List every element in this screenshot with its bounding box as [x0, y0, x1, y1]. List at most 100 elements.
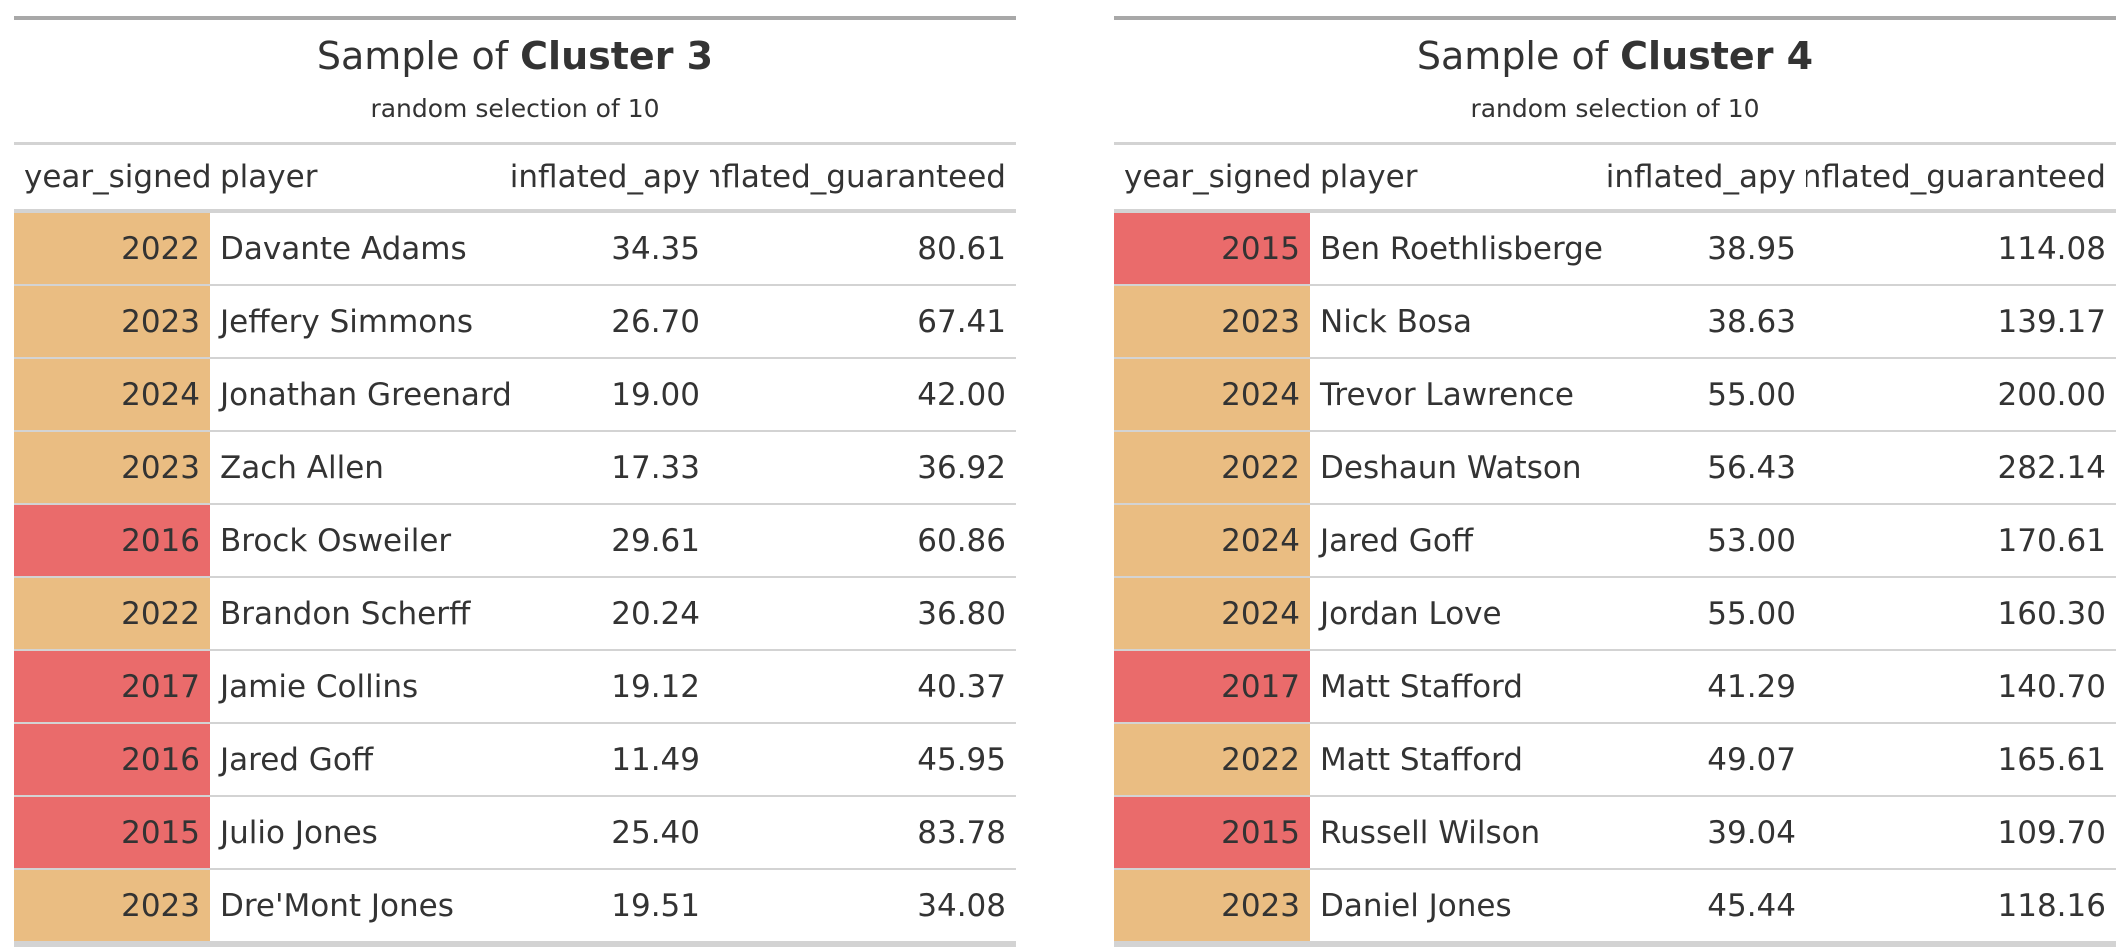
player-cell: Davante Adams	[220, 230, 467, 267]
inflated-apy-cell: 20.24	[611, 595, 700, 632]
year-signed-cell: 2015	[14, 797, 210, 868]
inflated-guaranteed-cell: 45.95	[917, 741, 1006, 778]
inflated-apy-cell: 26.70	[611, 303, 700, 340]
inflated-apy-cell: 53.00	[1707, 522, 1796, 559]
player-cell: Jeffery Simmons	[220, 303, 474, 340]
table-row: 2015 Russell Wilson 39.04 109.70	[1114, 797, 2116, 870]
player-cell: Jordan Love	[1320, 595, 1502, 632]
year-signed-cell: 2022	[1114, 432, 1310, 503]
inflated-apy-cell: 45.44	[1707, 887, 1796, 924]
table-row: 2024 Jordan Love 55.00 160.30	[1114, 578, 2116, 651]
column-header-inflated-guaranteed: inflated_guaranteed	[1806, 159, 2106, 195]
table-title: Sample of Cluster 4	[1114, 20, 2116, 92]
title-prefix: Sample of	[1416, 34, 1621, 78]
inflated-guaranteed-cell: 170.61	[1997, 522, 2106, 559]
column-header-row: year_signed player inflated_apy inflated…	[14, 145, 1016, 213]
column-header-player: player	[1320, 159, 1418, 195]
inflated-apy-cell: 55.00	[1707, 595, 1796, 632]
table-row: 2024 Jared Goff 53.00 170.61	[1114, 505, 2116, 578]
player-cell: Nick Bosa	[1320, 303, 1473, 340]
inflated-apy-cell: 38.63	[1707, 303, 1796, 340]
year-signed-cell: 2024	[1114, 359, 1310, 430]
player-cell: Matt Stafford	[1320, 741, 1523, 778]
inflated-apy-cell: 29.61	[611, 522, 700, 559]
inflated-guaranteed-cell: 36.80	[917, 595, 1006, 632]
year-signed-cell: 2017	[14, 651, 210, 722]
inflated-apy-cell: 38.95	[1707, 230, 1796, 267]
inflated-guaranteed-cell: 118.16	[1997, 887, 2106, 924]
title-cluster: Cluster 3	[520, 34, 714, 78]
year-signed-cell: 2023	[14, 870, 210, 941]
inflated-guaranteed-cell: 83.78	[917, 814, 1006, 851]
year-signed-cell: 2023	[14, 286, 210, 357]
inflated-apy-cell: 19.12	[611, 668, 700, 705]
column-header-inflated-guaranteed: inflated_guaranteed	[710, 159, 1006, 195]
column-header-row: year_signed player inflated_apy inflated…	[1114, 145, 2116, 213]
table-row: 2015 Ben Roethlisberger 38.95 114.08	[1114, 213, 2116, 286]
inflated-apy-cell: 19.00	[611, 376, 700, 413]
table-row: 2016 Jared Goff 11.49 45.95	[14, 724, 1016, 797]
inflated-guaranteed-cell: 109.70	[1997, 814, 2106, 851]
inflated-apy-cell: 56.43	[1707, 449, 1796, 486]
inflated-apy-cell: 17.33	[611, 449, 700, 486]
player-cell: Ben Roethlisberger	[1320, 230, 1604, 267]
inflated-guaranteed-cell: 282.14	[1997, 449, 2106, 486]
player-cell: Julio Jones	[220, 814, 378, 851]
year-signed-cell: 2023	[1114, 286, 1310, 357]
player-cell: Russell Wilson	[1320, 814, 1541, 851]
table-row: 2016 Brock Osweiler 29.61 60.86	[14, 505, 1016, 578]
inflated-guaranteed-cell: 140.70	[1997, 668, 2106, 705]
player-cell: Brock Osweiler	[220, 522, 452, 559]
inflated-apy-cell: 55.00	[1707, 376, 1796, 413]
year-signed-cell: 2015	[1114, 797, 1310, 868]
column-header-inflated-apy: inflated_apy	[510, 159, 700, 195]
inflated-apy-cell: 19.51	[611, 887, 700, 924]
year-signed-cell: 2016	[14, 505, 210, 576]
player-cell: Jared Goff	[220, 741, 374, 778]
inflated-guaranteed-cell: 160.30	[1997, 595, 2106, 632]
player-cell: Matt Stafford	[1320, 668, 1523, 705]
column-header-inflated-apy: inflated_apy	[1605, 159, 1796, 195]
table-row: 2022 Matt Stafford 49.07 165.61	[1114, 724, 2116, 797]
heading-divider	[1114, 142, 2116, 145]
year-signed-cell: 2023	[1114, 870, 1310, 941]
year-signed-cell: 2022	[1114, 724, 1310, 795]
inflated-guaranteed-cell: 80.61	[917, 230, 1006, 267]
column-header-year-signed: year_signed	[1124, 159, 1310, 195]
player-cell: Brandon Scherff	[220, 595, 471, 632]
player-cell: Jared Goff	[1320, 522, 1474, 559]
inflated-apy-cell: 25.40	[611, 814, 700, 851]
table-row: 2015 Julio Jones 25.40 83.78	[14, 797, 1016, 870]
player-cell: Deshaun Watson	[1320, 449, 1582, 486]
year-signed-cell: 2022	[14, 578, 210, 649]
year-signed-cell: 2023	[14, 432, 210, 503]
table-row: 2017 Jamie Collins 19.12 40.37	[14, 651, 1016, 724]
table-subtitle: random selection of 10	[1470, 94, 1760, 123]
table-row: 2024 Trevor Lawrence 55.00 200.00	[1114, 359, 2116, 432]
table-body: 2015 Ben Roethlisberger 38.95 114.08 2023 Nic…	[1114, 213, 2116, 943]
title-cluster: Cluster 4	[1620, 34, 1814, 78]
player-cell: Jamie Collins	[220, 668, 419, 705]
inflated-apy-cell: 39.04	[1707, 814, 1796, 851]
inflated-guaranteed-cell: 165.61	[1997, 741, 2106, 778]
inflated-guaranteed-cell: 114.08	[1997, 230, 2106, 267]
player-cell: Trevor Lawrence	[1320, 376, 1574, 413]
inflated-apy-cell: 34.35	[611, 230, 700, 267]
year-signed-cell: 2024	[1114, 505, 1310, 576]
table-row: 2017 Matt Stafford 41.29 140.70	[1114, 651, 2116, 724]
table-subtitle: random selection of 10	[370, 94, 660, 123]
table-row: 2023 Zach Allen 17.33 36.92	[14, 432, 1016, 505]
table-body: 2022 Davante Adams 34.35 80.61 2023 Jeffery S…	[14, 213, 1016, 943]
inflated-guaranteed-cell: 34.08	[917, 887, 1006, 924]
table-row: 2023 Daniel Jones 45.44 118.16	[1114, 870, 2116, 943]
cluster-3-table: Sample of Cluster 3 random selection of …	[14, 16, 1016, 947]
year-signed-cell: 2024	[1114, 578, 1310, 649]
year-signed-cell: 2015	[1114, 213, 1310, 284]
table-row: 2023 Dre'Mont Jones 19.51 34.08	[14, 870, 1016, 943]
column-header-player: player	[220, 159, 318, 195]
inflated-guaranteed-cell: 36.92	[917, 449, 1006, 486]
inflated-guaranteed-cell: 67.41	[917, 303, 1006, 340]
table-row: 2022 Deshaun Watson 56.43 282.14	[1114, 432, 2116, 505]
year-signed-cell: 2024	[14, 359, 210, 430]
cluster-4-table: Sample of Cluster 4 random selection of …	[1114, 16, 2116, 947]
